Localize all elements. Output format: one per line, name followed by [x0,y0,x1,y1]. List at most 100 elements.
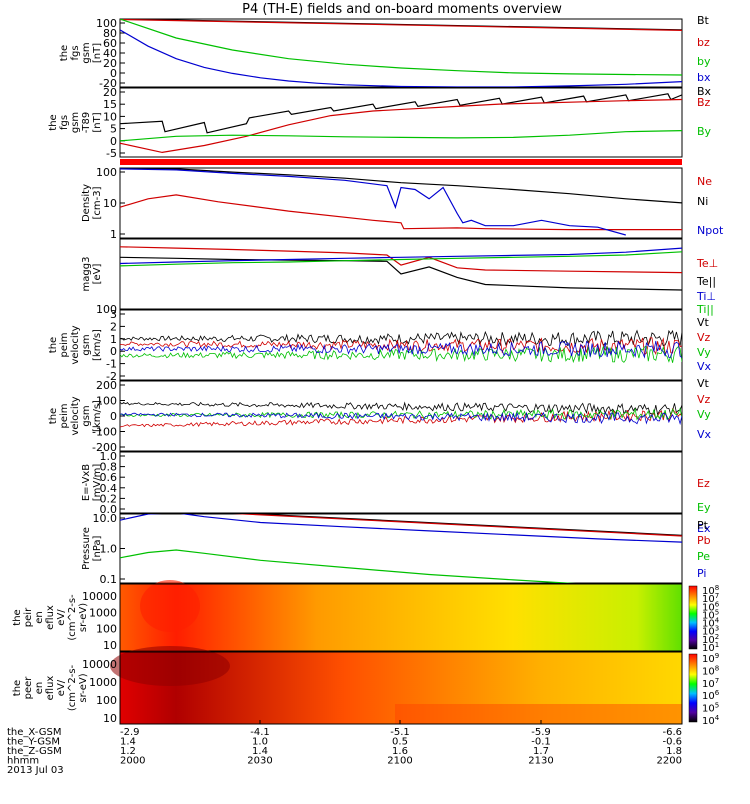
legend-label-Te⊥: Te⊥ [696,257,718,270]
y-tick-label: 10 [103,712,117,725]
x-tick-label: -6.6 [662,727,682,738]
panel-frame [119,651,683,725]
y-tick-label: 10 [103,110,117,123]
series-line-Bx [120,93,682,134]
colorbar-tick-label: 107 [702,592,719,605]
y-tick-label: 10 [103,639,117,652]
y-tick-label: 10 [103,197,117,210]
panel-frame [119,87,683,158]
series-line-Vy [120,407,682,421]
y-tick-label: 200 [96,379,117,392]
date-label: 2013 Jul 03 [7,765,64,776]
legend-label-By: By [697,125,712,138]
y-tick-label: 1.0 [100,543,118,556]
panel-divider-bar [120,159,682,165]
colorbar-tick-label: 103 [702,625,719,638]
legend-label-Pt: Pt [697,519,709,532]
x-tick-label: -5.1 [390,727,410,738]
x-axis-row-label: hhmm [7,756,39,767]
y-tick-label: 1 [110,228,117,241]
y-tick-label: 2 [110,320,117,333]
panel-density: 100 10 1 Density[cm-3] Ne Ni Npot [81,166,724,241]
y-tick-label: -1 [106,358,117,371]
y-tick-label: 0.1 [100,573,118,586]
y-tick-label: 100 [96,303,117,316]
x-tick-label: -0.1 [531,737,551,748]
y-tick-label: 0 [110,410,117,423]
y-tick-label: 10000 [82,590,117,603]
panel-peim_velocity: 200 100 0 -100 -200 thepeimvelocitygsm[km/s] V… [48,377,712,454]
y-tick-label: 40 [103,47,117,60]
y-tick-label: 0.4 [100,482,118,495]
legend-label-Ni: Ni [697,195,708,208]
x-axis-row-label: the_X-GSM [7,727,61,738]
legend-label-Vx: Vx [697,360,712,373]
x-tick-label: 1.2 [120,746,136,757]
x-axis-row-label: the_Y-GSM [7,737,60,748]
legend-label-bx: bx [697,71,711,84]
x-tick-label: 0.5 [392,737,408,748]
colorbar [688,585,698,650]
legend-label-Bx: Bx [697,85,712,98]
y-axis-label: Density[cm-3] [81,184,103,222]
series-line-Bz [120,98,682,154]
colorbar [688,653,698,723]
y-tick-label: 100 [96,694,117,707]
colorbar-tick-label: 108 [702,584,719,597]
x-tick-label: 2030 [247,756,272,767]
y-tick-label: 0 [110,345,117,358]
y-tick-label: 3 [110,308,117,321]
legend-label-Vx: Vx [697,428,712,441]
y-tick-label: 100 [96,17,117,30]
panel-frame [119,451,683,514]
legend-label-Te||: Te|| [696,275,716,288]
y-axis-label: thefgsgsm-T89[nT] [48,112,103,134]
colorbar-tick-label: 107 [702,677,719,690]
legend-label-Ez: Ez [697,477,710,490]
legend-label-Pb: Pb [697,534,711,547]
series-line-Pb [232,514,682,537]
series-line-Te|| [120,256,682,291]
panel-frame [119,583,683,652]
panel-peir_efflux: 10000 1000 100 10 thepeirenefluxeV/(cm^2-s-s… [12,580,720,654]
colorbar-tick-label: 106 [702,689,720,702]
series-line-Pe [120,549,576,583]
y-tick-label: -5 [106,147,117,160]
legend-label-bz: bz [697,36,710,49]
y-tick-label: 20 [103,57,117,70]
y-tick-label: 1000 [89,676,117,689]
y-tick-label: 1 [110,333,117,346]
y-tick-label: 0 [110,135,117,148]
series-line-Pi [120,514,682,543]
y-axis-label: thepeirenefluxeV/(cm^2-s-sr-eV) [12,594,89,641]
series-line-Npot [120,168,626,236]
y-axis-label: thefgsgsm[nT] [59,42,103,63]
legend-label-Ne: Ne [697,175,712,188]
heatmap-lowband [395,704,682,724]
series-line-Vx [120,411,682,426]
legend-label-Vz: Vz [697,331,711,344]
legend-label-Ex: Ex [697,522,711,535]
x-axis-row-label: the_Z-GSM [7,746,62,757]
colorbar-tick-label: 106 [702,600,720,613]
x-tick-label: -0.6 [662,737,682,748]
x-tick-label: 1.0 [252,737,268,748]
y-tick-label: 0.6 [100,471,118,484]
y-tick-label: 1.0 [100,450,118,463]
series-line-Vz [120,407,682,428]
y-tick-label: 20 [103,86,117,99]
series-line-Ne [120,194,682,231]
panel-e_vxb: 1.00.80.60.40.20.0E=-VxB[mV/m] Ez Ey Ex [81,450,711,535]
y-tick-label: -200 [92,441,117,454]
y-axis-label: thepeimvelocitygsm[km/s] [48,325,103,364]
panel-mag: 100 magg3[eV] Te⊥ Te|| Ti⊥Ti|| [81,238,718,316]
series-line-Ti⊥ [120,247,682,265]
legend-label-Vz: Vz [697,393,711,406]
colorbar-tick-label: 105 [702,608,719,621]
panel-frame [119,238,683,310]
y-axis-label: thepeimvelocitygsm[km/s] [48,396,103,435]
y-tick-label: 80 [103,27,117,40]
legend-label-Ti⊥: Ti⊥ [696,290,716,303]
